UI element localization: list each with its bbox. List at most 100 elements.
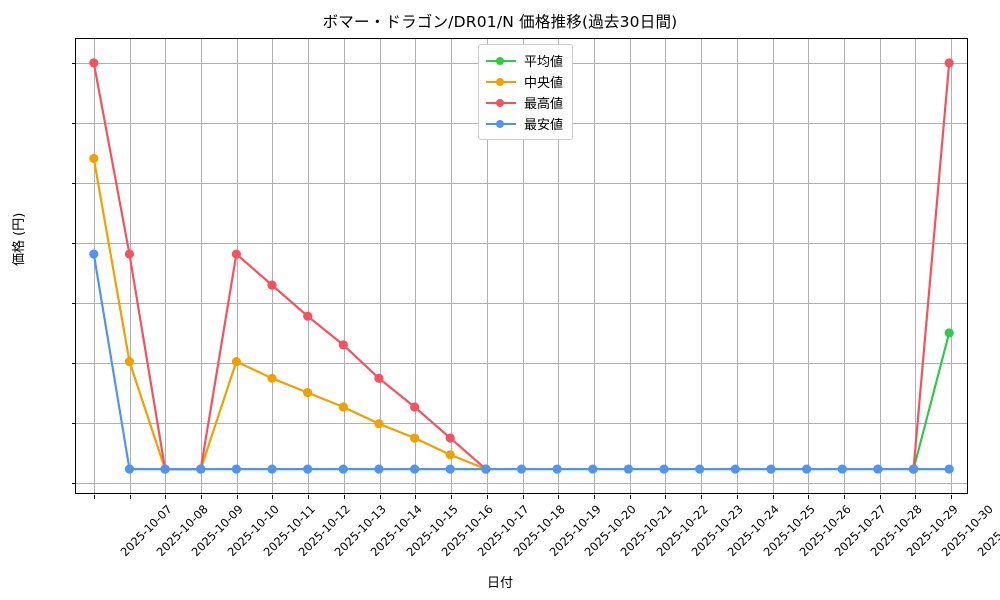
series-中央値 (89, 153, 491, 474)
x-tick-mark (951, 495, 953, 499)
data-point (944, 328, 954, 338)
legend-label: 最高値 (524, 97, 564, 112)
x-tick-mark (308, 495, 310, 499)
data-point (659, 464, 669, 474)
data-point (374, 373, 384, 383)
gridline-vertical (451, 39, 453, 493)
x-tick-mark (165, 495, 167, 499)
x-tick-mark (272, 495, 274, 499)
y-tick-mark (72, 363, 76, 364)
x-tick-mark (772, 495, 774, 499)
data-point (802, 464, 812, 474)
series-line (92, 61, 487, 471)
data-point (303, 311, 313, 321)
data-point (873, 464, 883, 474)
gridline-vertical (915, 39, 917, 493)
x-tick-mark (629, 495, 631, 499)
gridline-vertical (558, 39, 560, 493)
gridline-vertical (736, 39, 738, 493)
y-tick-mark (72, 483, 76, 484)
x-tick-mark (343, 495, 345, 499)
gridline-vertical (772, 39, 774, 493)
data-point (837, 464, 847, 474)
data-point (588, 464, 598, 474)
gridline-horizontal (76, 243, 967, 244)
y-tick-mark (72, 183, 76, 184)
data-point (445, 464, 455, 474)
legend-item-平均値[interactable]: 平均値 (486, 50, 563, 71)
gridline-vertical (93, 39, 95, 493)
x-tick-mark (451, 495, 453, 499)
gridline-vertical (201, 39, 203, 493)
x-tick-mark (558, 495, 560, 499)
data-point (338, 464, 348, 474)
data-point (623, 464, 634, 474)
legend-swatch-icon (486, 118, 516, 130)
x-axis-title: 日付 (486, 576, 513, 591)
x-tick-mark (379, 495, 381, 499)
gridline-vertical (486, 39, 488, 493)
data-point (481, 464, 491, 474)
data-point (124, 249, 135, 259)
data-point (303, 388, 313, 398)
gridline-horizontal (76, 363, 967, 364)
x-tick-mark (93, 495, 95, 499)
legend-label: 最安値 (524, 118, 564, 133)
data-point (445, 450, 455, 460)
x-tick-mark (201, 495, 203, 499)
series-line (92, 157, 487, 471)
data-point (267, 280, 277, 290)
y-tick-mark (72, 63, 76, 64)
data-point (409, 433, 420, 443)
data-point (267, 464, 277, 474)
gridline-vertical (308, 39, 310, 493)
legend-swatch-icon (486, 76, 516, 88)
x-tick-mark (665, 495, 667, 499)
x-tick-mark (701, 495, 703, 499)
legend-item-中央値[interactable]: 中央値 (486, 71, 563, 92)
series-line (92, 252, 951, 471)
data-point (231, 356, 241, 367)
gridline-vertical (879, 39, 881, 493)
gridline-vertical (236, 39, 238, 493)
data-point (124, 464, 135, 474)
data-point (374, 419, 384, 429)
data-point (267, 373, 277, 383)
y-tick-mark (72, 303, 76, 304)
gridline-horizontal (76, 423, 967, 424)
gridline-horizontal (76, 483, 967, 484)
legend-label: 平均値 (524, 55, 564, 70)
gridline-vertical (272, 39, 274, 493)
series-最安値 (89, 249, 954, 474)
data-point (516, 464, 527, 474)
y-tick-mark (72, 423, 76, 424)
data-point (695, 464, 705, 474)
legend-item-最安値[interactable]: 最安値 (486, 113, 563, 134)
x-tick-mark (415, 495, 417, 499)
legend-item-最高値[interactable]: 最高値 (486, 92, 563, 113)
series-line (912, 331, 951, 471)
legend-label: 中央値 (524, 76, 564, 91)
data-point (730, 464, 740, 474)
series-line (912, 61, 951, 471)
data-point (944, 58, 954, 68)
series-layer (89, 58, 954, 474)
data-point (89, 249, 99, 259)
y-axis-title: 価格 (円) (12, 212, 27, 266)
gridline-vertical (951, 39, 953, 493)
gridline-vertical (165, 39, 167, 493)
data-point (409, 402, 420, 412)
gridline-horizontal (76, 183, 967, 184)
legend-swatch-icon (486, 55, 516, 67)
data-point (374, 464, 384, 474)
gridline-vertical (701, 39, 703, 493)
gridline-vertical (665, 39, 667, 493)
x-tick-mark (879, 495, 881, 499)
data-point (338, 402, 348, 412)
x-tick-mark (593, 495, 595, 499)
data-point (766, 464, 776, 474)
data-point (445, 433, 455, 443)
gridline-vertical (629, 39, 631, 493)
gridline-vertical (843, 39, 845, 493)
data-point (124, 356, 135, 367)
